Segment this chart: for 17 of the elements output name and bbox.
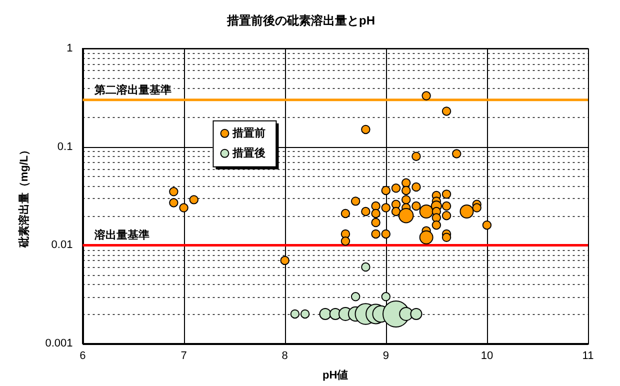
x-tick-label: 7: [180, 350, 187, 362]
ref-line-label: 溶出量基準: [94, 228, 150, 242]
x-tick-label: 11: [582, 350, 594, 362]
x-tick-label: 9: [382, 350, 389, 362]
legend-label: 措置後: [232, 146, 266, 160]
x-tick-label: 10: [480, 350, 494, 362]
ref-line-label: 第二溶出量基準: [94, 83, 172, 96]
y-tick-label: 1: [66, 42, 73, 54]
x-axis-title: pH値: [322, 368, 348, 382]
y-tick-label: 0.001: [45, 338, 73, 350]
x-tick-label: 6: [80, 350, 86, 362]
chart-title: 措置前後の砒素溶出量とpH: [226, 14, 375, 28]
legend-label: 措置前: [232, 126, 266, 140]
y-axis-title: 砒素溶出量（mg/L）: [18, 144, 31, 249]
y-tick-label: 0.01: [51, 239, 73, 252]
y-tick-label: 0.1: [57, 140, 73, 153]
x-tick-label: 8: [282, 350, 288, 362]
